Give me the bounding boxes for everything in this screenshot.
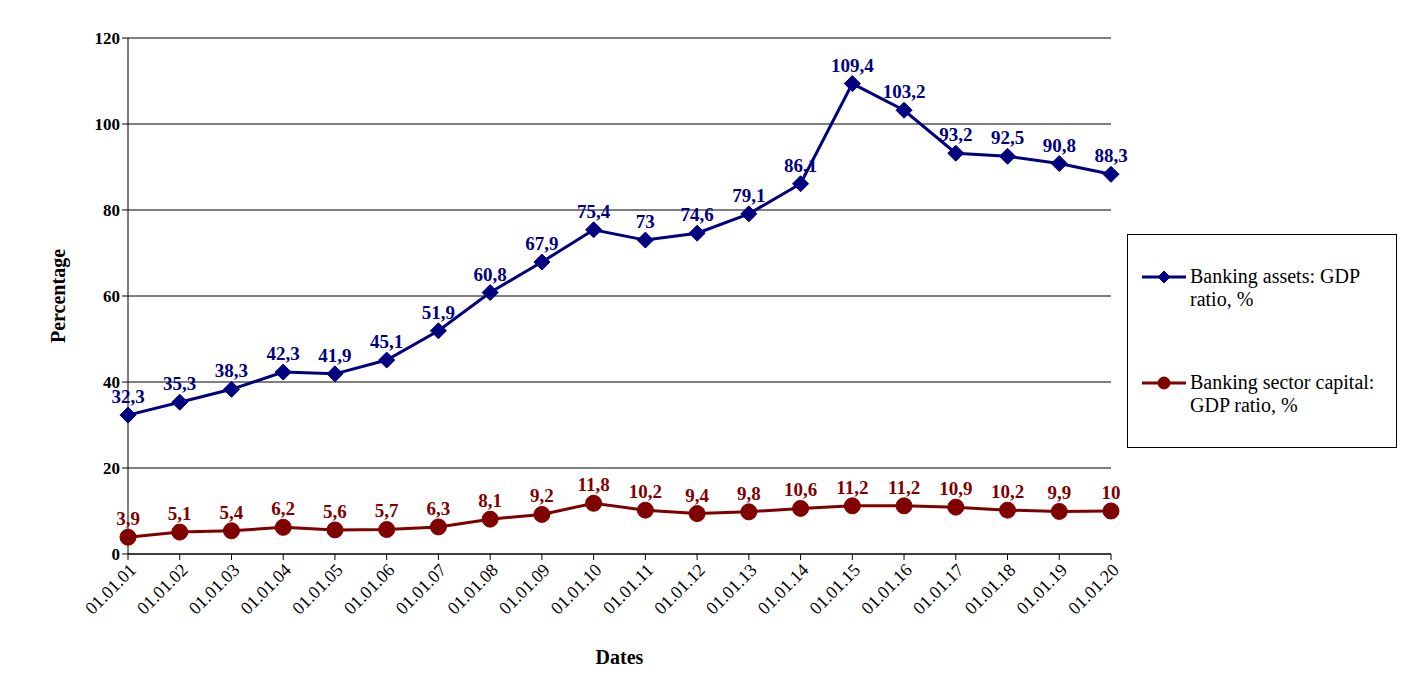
svg-text:90,8: 90,8	[1043, 135, 1076, 156]
svg-text:01.01.10: 01.01.10	[547, 560, 606, 619]
svg-text:51,9: 51,9	[422, 302, 455, 323]
svg-text:10,6: 10,6	[784, 479, 817, 500]
svg-text:120: 120	[95, 29, 121, 48]
svg-text:01.01.09: 01.01.09	[495, 560, 554, 619]
svg-text:109,4: 109,4	[831, 55, 874, 76]
svg-text:45,1: 45,1	[370, 331, 403, 352]
svg-text:73: 73	[636, 211, 655, 232]
svg-text:10,2: 10,2	[991, 481, 1024, 502]
svg-text:01.01.07: 01.01.07	[392, 560, 451, 619]
svg-text:38,3: 38,3	[215, 360, 248, 381]
svg-text:5,7: 5,7	[375, 500, 399, 521]
html-text:Banking sector capital: GDP ra: Banking sector capital: GDP ratio, %	[1190, 371, 1375, 416]
svg-text:01.01.08: 01.01.08	[443, 560, 502, 619]
svg-text:9,9: 9,9	[1047, 482, 1071, 503]
svg-text:42,3: 42,3	[267, 343, 300, 364]
svg-text:01.01.17: 01.01.17	[909, 560, 968, 619]
svg-text:6,2: 6,2	[271, 498, 295, 519]
svg-text:5,1: 5,1	[168, 503, 192, 524]
svg-text:01.01.06: 01.01.06	[340, 560, 399, 619]
svg-text:92,5: 92,5	[991, 127, 1024, 148]
svg-text:9,4: 9,4	[685, 485, 709, 506]
svg-text:9,8: 9,8	[737, 483, 761, 504]
svg-text:10,2: 10,2	[629, 481, 662, 502]
svg-text:0: 0	[112, 545, 121, 564]
svg-text:5,6: 5,6	[323, 501, 347, 522]
svg-text:93,2: 93,2	[939, 124, 972, 145]
svg-text:11,2: 11,2	[836, 477, 868, 498]
svg-text:9,2: 9,2	[530, 485, 554, 506]
svg-text:6,3: 6,3	[427, 498, 451, 519]
svg-text:60,8: 60,8	[474, 264, 507, 285]
svg-text:Percentage: Percentage	[47, 249, 70, 343]
svg-text:41,9: 41,9	[318, 345, 351, 366]
svg-text:11,8: 11,8	[578, 474, 610, 495]
svg-text:100: 100	[95, 115, 121, 134]
svg-text:40: 40	[103, 373, 120, 392]
svg-text:01.01.19: 01.01.19	[1012, 560, 1071, 619]
svg-text:8,1: 8,1	[478, 490, 502, 511]
svg-text:35,3: 35,3	[163, 373, 196, 394]
svg-text:01.01.04: 01.01.04	[236, 560, 295, 619]
svg-text:32,3: 32,3	[111, 386, 144, 407]
svg-text:01.01.13: 01.01.13	[702, 560, 761, 619]
html-text:Banking assets: GDP ratio, %: Banking assets: GDP ratio, %	[1190, 265, 1360, 310]
svg-text:11,2: 11,2	[888, 477, 920, 498]
svg-text:88,3: 88,3	[1094, 145, 1127, 166]
svg-text:01.01.14: 01.01.14	[754, 560, 813, 619]
svg-text:80: 80	[103, 201, 120, 220]
svg-text:01.01.20: 01.01.20	[1064, 560, 1123, 619]
svg-text:01.01.18: 01.01.18	[961, 560, 1020, 619]
svg-text:103,2: 103,2	[883, 81, 926, 102]
svg-text:01.01.16: 01.01.16	[857, 560, 916, 619]
svg-text:01.01.01: 01.01.01	[81, 560, 140, 619]
svg-text:10,9: 10,9	[939, 478, 972, 499]
svg-text:10: 10	[1102, 482, 1121, 503]
svg-text:01.01.12: 01.01.12	[650, 560, 709, 619]
svg-text:01.01.15: 01.01.15	[805, 560, 864, 619]
svg-text:3,9: 3,9	[116, 508, 140, 529]
svg-text:20: 20	[103, 459, 120, 478]
svg-text:86,1: 86,1	[784, 155, 817, 176]
svg-text:Dates: Dates	[596, 646, 644, 668]
svg-text:01.01.03: 01.01.03	[185, 560, 244, 619]
svg-text:01.01.11: 01.01.11	[599, 560, 657, 618]
svg-text:79,1: 79,1	[732, 185, 765, 206]
svg-text:67,9: 67,9	[525, 233, 558, 254]
svg-text:01.01.05: 01.01.05	[288, 560, 347, 619]
svg-text:75,4: 75,4	[577, 201, 611, 222]
svg-text:01.01.02: 01.01.02	[133, 560, 192, 619]
svg-text:60: 60	[103, 287, 120, 306]
svg-text:74,6: 74,6	[680, 204, 713, 225]
svg-text:5,4: 5,4	[220, 502, 244, 523]
